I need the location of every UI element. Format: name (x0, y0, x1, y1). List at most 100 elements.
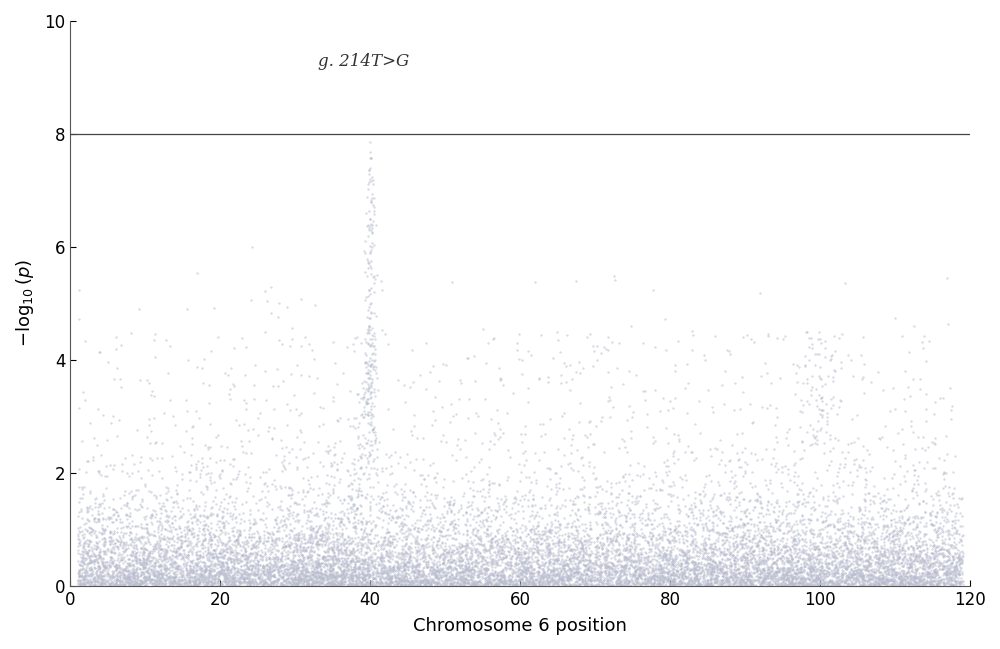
Point (533, 551, 549, 561)
Point (389, 561, 405, 571)
Point (390, 566, 406, 576)
Point (446, 522, 462, 532)
Point (610, 578, 626, 589)
Point (171, 513, 187, 523)
Point (583, 574, 599, 585)
Point (236, 537, 252, 547)
Point (412, 569, 428, 580)
Point (861, 527, 877, 537)
Point (796, 535, 812, 546)
Point (354, 409, 370, 419)
Point (736, 574, 752, 584)
Point (718, 567, 734, 577)
Point (103, 537, 119, 547)
Point (308, 568, 324, 578)
Point (704, 543, 720, 554)
Point (289, 547, 305, 557)
Point (236, 572, 252, 582)
Point (160, 512, 176, 522)
Point (918, 415, 934, 426)
Point (188, 515, 204, 526)
Point (845, 528, 861, 538)
Point (378, 568, 394, 578)
Point (248, 518, 264, 528)
Point (652, 406, 668, 416)
Point (395, 545, 411, 555)
Point (375, 501, 391, 511)
Point (553, 578, 569, 588)
Point (631, 566, 647, 576)
Point (639, 559, 655, 570)
Point (792, 567, 808, 577)
Point (748, 563, 764, 574)
Point (735, 387, 751, 397)
Point (476, 541, 492, 552)
Point (277, 567, 293, 578)
Point (434, 537, 450, 548)
Point (892, 461, 908, 471)
Point (749, 556, 765, 567)
Point (829, 498, 845, 509)
Point (381, 561, 397, 572)
Point (105, 529, 121, 539)
Point (274, 456, 290, 467)
Point (812, 580, 828, 590)
Point (349, 502, 365, 513)
Point (609, 556, 625, 567)
Point (847, 538, 863, 548)
Point (540, 561, 556, 572)
Point (435, 557, 451, 568)
Point (407, 542, 423, 552)
Point (296, 576, 312, 586)
Point (574, 570, 590, 580)
Point (779, 509, 795, 519)
Point (878, 569, 894, 579)
Point (164, 519, 180, 529)
Point (213, 561, 229, 571)
Point (109, 569, 125, 580)
Point (149, 574, 165, 584)
Point (603, 563, 619, 573)
Point (689, 569, 705, 579)
Point (875, 572, 891, 583)
Point (444, 580, 460, 591)
Point (251, 563, 267, 574)
Point (367, 572, 383, 583)
Point (469, 566, 485, 576)
Point (903, 554, 919, 564)
Point (113, 563, 129, 574)
Point (443, 569, 459, 579)
Point (133, 521, 149, 532)
Point (480, 536, 496, 546)
Point (240, 576, 256, 587)
Point (716, 511, 732, 521)
Point (887, 404, 903, 414)
Point (238, 580, 254, 591)
Point (304, 561, 320, 571)
Point (855, 572, 871, 582)
Point (883, 548, 899, 559)
Point (780, 579, 796, 589)
Point (443, 564, 459, 574)
Point (551, 550, 567, 560)
Point (98, 483, 114, 493)
Point (143, 390, 159, 400)
Point (779, 567, 795, 577)
Point (382, 541, 398, 551)
Point (119, 558, 135, 569)
Point (85, 580, 101, 590)
Point (182, 474, 198, 485)
Point (692, 572, 708, 583)
Point (540, 544, 556, 554)
Point (825, 547, 841, 557)
Point (726, 482, 742, 493)
Point (242, 559, 258, 570)
Point (715, 549, 731, 559)
Point (313, 520, 329, 530)
Point (126, 534, 142, 545)
Point (725, 539, 741, 549)
Point (457, 541, 473, 551)
Point (837, 537, 853, 548)
Point (553, 378, 569, 389)
Point (954, 556, 970, 567)
